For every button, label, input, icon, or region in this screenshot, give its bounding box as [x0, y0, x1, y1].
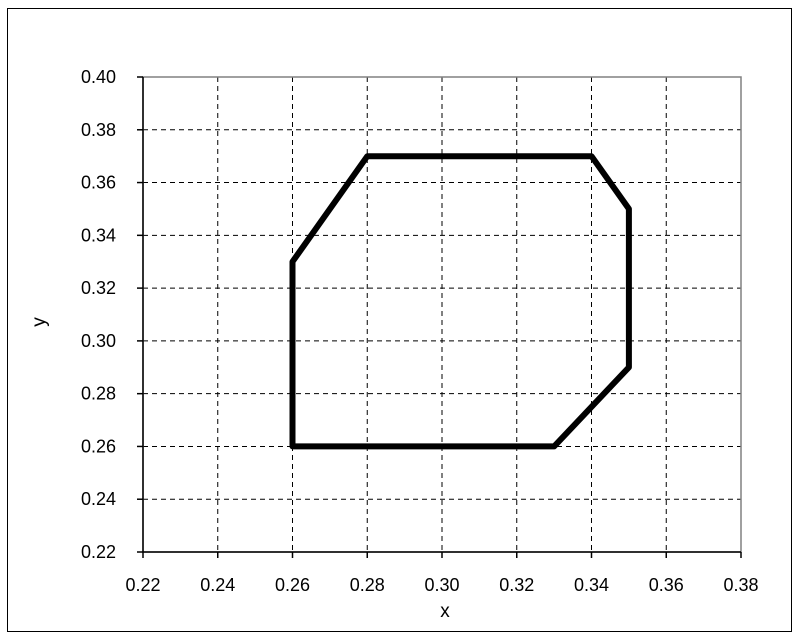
y-tick-label: 0.34: [81, 225, 116, 245]
x-tick-label: 0.38: [723, 575, 758, 595]
x-tick-labels: 0.22 0.24 0.26 0.28 0.30 0.32 0.34 0.36 0.38: [125, 575, 758, 595]
y-tick-label: 0.30: [81, 331, 116, 351]
y-tick-label: 0.28: [81, 384, 116, 404]
x-tick-label: 0.36: [649, 575, 684, 595]
x-tick-label: 0.32: [499, 575, 534, 595]
axes: [137, 76, 742, 558]
x-tick-label: 0.24: [200, 575, 235, 595]
x-axis-label: x: [440, 601, 450, 622]
y-tick-labels: 0.22 0.24 0.26 0.28 0.30 0.32 0.34 0.36 0.38 0.40: [81, 67, 116, 562]
grid: [143, 77, 741, 552]
chart-frame: [7, 8, 792, 632]
y-axis-label: y: [29, 317, 50, 327]
y-tick-label: 0.26: [81, 436, 116, 456]
y-tick-label: 0.38: [81, 120, 116, 140]
y-tick-label: 0.24: [81, 489, 116, 509]
y-tick-label: 0.22: [81, 542, 116, 562]
y-tick-label: 0.40: [81, 67, 116, 87]
y-tick-label: 0.36: [81, 173, 116, 193]
series-line: [289, 153, 632, 450]
x-tick-label: 0.22: [125, 575, 160, 595]
x-tick-label: 0.34: [574, 575, 609, 595]
x-tick-label: 0.28: [350, 575, 385, 595]
x-tick-label: 0.30: [424, 575, 459, 595]
x-tick-label: 0.26: [275, 575, 310, 595]
series-layer: [289, 153, 632, 450]
y-tick-label: 0.32: [81, 278, 116, 298]
